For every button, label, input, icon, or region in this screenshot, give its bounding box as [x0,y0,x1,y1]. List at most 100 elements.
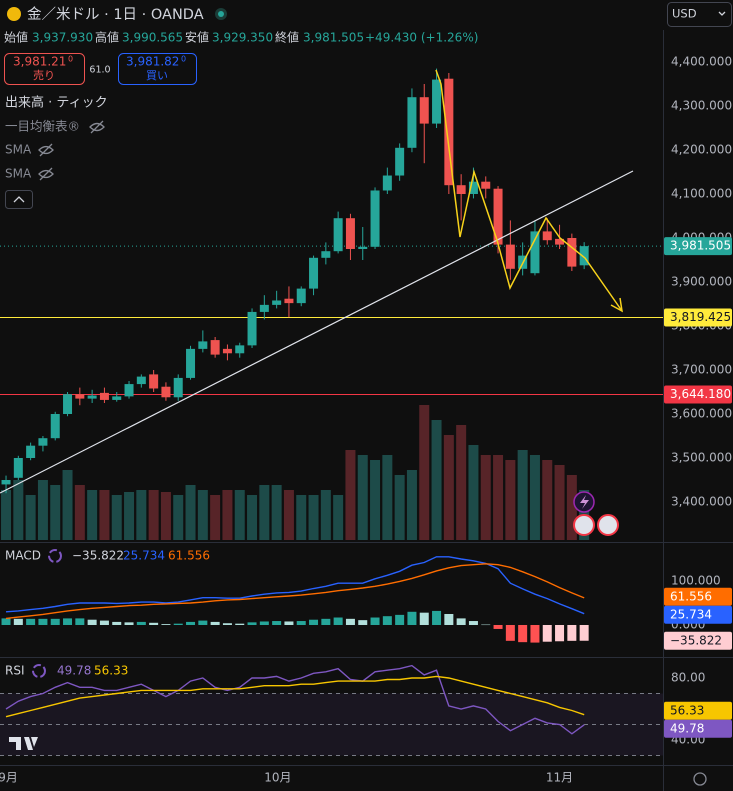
volume-bar [185,485,196,540]
histogram-bar [1,618,11,625]
ohlc-label: 安値 [185,30,209,45]
flag-icon[interactable] [597,514,619,536]
histogram-bar [112,621,122,625]
histogram-bar [272,621,282,625]
volume-bar [382,455,393,540]
rsi-legend: RSI 49.78 56.33 [5,664,128,678]
candle-body [407,97,417,148]
candle-body [50,414,60,439]
symbol-icon [7,7,21,21]
volume-bar [542,460,553,540]
histogram-bar [222,623,232,625]
histogram-bar [99,620,109,625]
indicator-title[interactable]: MACD [5,549,41,563]
candle-body [124,384,134,397]
candle-body [173,377,183,398]
volume-bar [210,495,221,540]
sell-button[interactable] [4,53,85,85]
eye-off-icon[interactable] [38,143,54,157]
flag-icon[interactable] [573,514,595,536]
lightning-icon [580,495,589,509]
y-tick-label: 4,200.000 [671,143,732,157]
volume-bar [25,495,36,540]
indicator-label[interactable]: SMA [5,143,32,157]
y-tick-label: 3,900.000 [671,275,732,289]
chevron-down [718,11,726,16]
header: 金／米ドル · 1日 · OANDA 始値 3,937.930 高値 3,990… [4,2,732,209]
signal-value: 61.556 [168,549,210,563]
histogram-bar [419,612,429,625]
volume-bar [136,490,147,540]
histogram-bar [161,624,171,625]
candle-body [530,231,540,274]
price-tag-label: 49.78 [670,721,704,735]
settings-icon[interactable] [693,772,707,786]
eye-off-icon[interactable] [89,120,105,134]
volume-bar [111,495,122,540]
y-tick-label: 4,300.000 [671,99,732,113]
spread: 61.0 [89,65,110,76]
chevron-up [13,196,25,203]
candle-body [259,304,269,312]
candle-body [444,78,454,186]
collapse-button[interactable] [5,190,33,209]
volume-bar [529,455,540,540]
volume-bar [271,485,282,540]
histogram-bar [50,618,60,625]
histogram-bar [518,624,528,643]
y-tick-label: 3,400.000 [671,495,732,509]
volume-bar [222,490,233,540]
histogram-bar [456,618,466,625]
histogram-bar [259,621,269,625]
y-tick-label: 3,600.000 [671,407,732,421]
candle-body [481,181,491,189]
loading-icon [32,664,46,678]
histogram-bar [210,621,220,625]
indicator-label[interactable]: 出来高 · ティック [5,95,108,111]
price-tag [664,701,732,720]
candle-body [63,394,73,415]
y-tick-label: 3,500.000 [671,451,732,465]
histogram-bar [309,619,319,625]
volume-bar [160,492,171,540]
volume-bar [99,490,110,540]
ohlc-value: 3,937.930 [32,31,93,45]
indicator-title[interactable]: RSI [5,664,25,678]
volume-bar [345,450,356,540]
buy-price: 3,981.82 [126,55,179,69]
volume-bar [320,490,331,540]
ohlc-value: 3,929.350 [212,31,273,45]
volume-bar [1,490,12,540]
candle-body [247,311,257,346]
indicator-label[interactable]: SMA [5,167,32,181]
histogram-bar [370,617,380,625]
currency-select[interactable] [667,2,732,27]
histogram-bar [26,618,36,625]
histogram-bar [136,621,146,625]
candle-body [38,438,48,446]
sell-price-sup: 0 [68,55,73,64]
volume-bar [554,465,565,540]
price-tag-label: 3,981.505 [670,239,731,253]
price-tag-label: 25.734 [670,607,712,621]
histogram-bar [149,622,159,625]
candle-body [309,257,319,289]
histogram-bar [493,624,503,629]
candle-body [333,218,343,252]
volume-bar [197,490,208,540]
histogram-bar [555,624,565,642]
histogram-bar [530,624,540,643]
price-tag [664,587,732,606]
volume-bar [62,470,73,540]
indicator-label[interactable]: 一目均衡表® [5,119,80,134]
y-tick-label: 3,700.000 [671,363,732,377]
candle-body [235,345,245,354]
x-tick-label: 10月 [264,771,291,785]
eye-off-icon[interactable] [38,167,54,181]
buy-button[interactable] [118,53,197,85]
candle-body [272,300,282,305]
x-tick-label: 9月 [0,771,18,785]
volume-bar [124,492,135,540]
ohlc-label: 終値 [275,30,299,45]
